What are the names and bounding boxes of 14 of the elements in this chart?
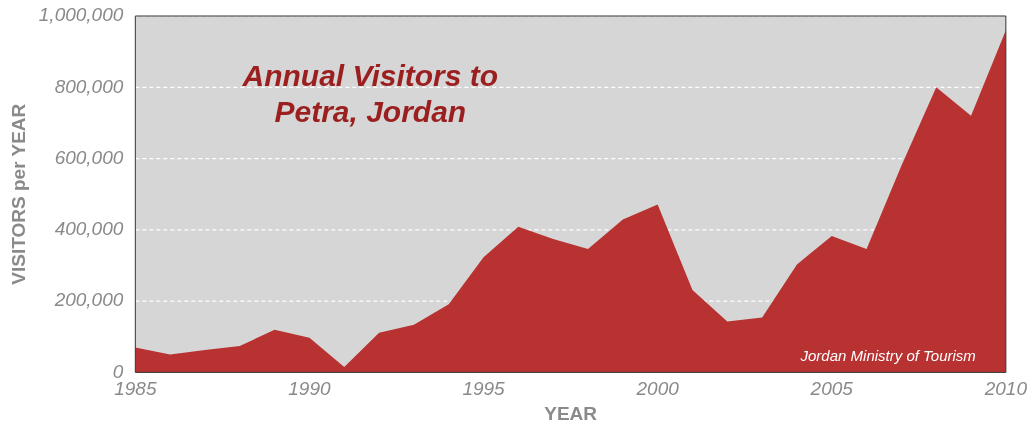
x-tick-label: 1995 [462, 378, 506, 400]
x-tick-label: 2005 [809, 378, 854, 400]
y-tick-label: 400,000 [54, 218, 124, 240]
y-tick-label: 1,000,000 [38, 4, 124, 26]
y-tick-label: 800,000 [54, 75, 124, 97]
y-tick-label: 600,000 [54, 146, 124, 168]
x-axis-title: YEAR [544, 402, 598, 424]
x-tick-label: 2000 [635, 378, 680, 400]
text: Annual Visitors to Petra, Jordan [241, 59, 499, 129]
y-axis-title: VISITORS per YEAR [7, 103, 29, 285]
annotation: Jordan Ministry of Tourism [799, 347, 976, 365]
x-tick-label: 2010 [983, 378, 1028, 400]
x-tick-label: 1990 [288, 378, 331, 400]
y-tick-label: 200,000 [53, 289, 124, 311]
